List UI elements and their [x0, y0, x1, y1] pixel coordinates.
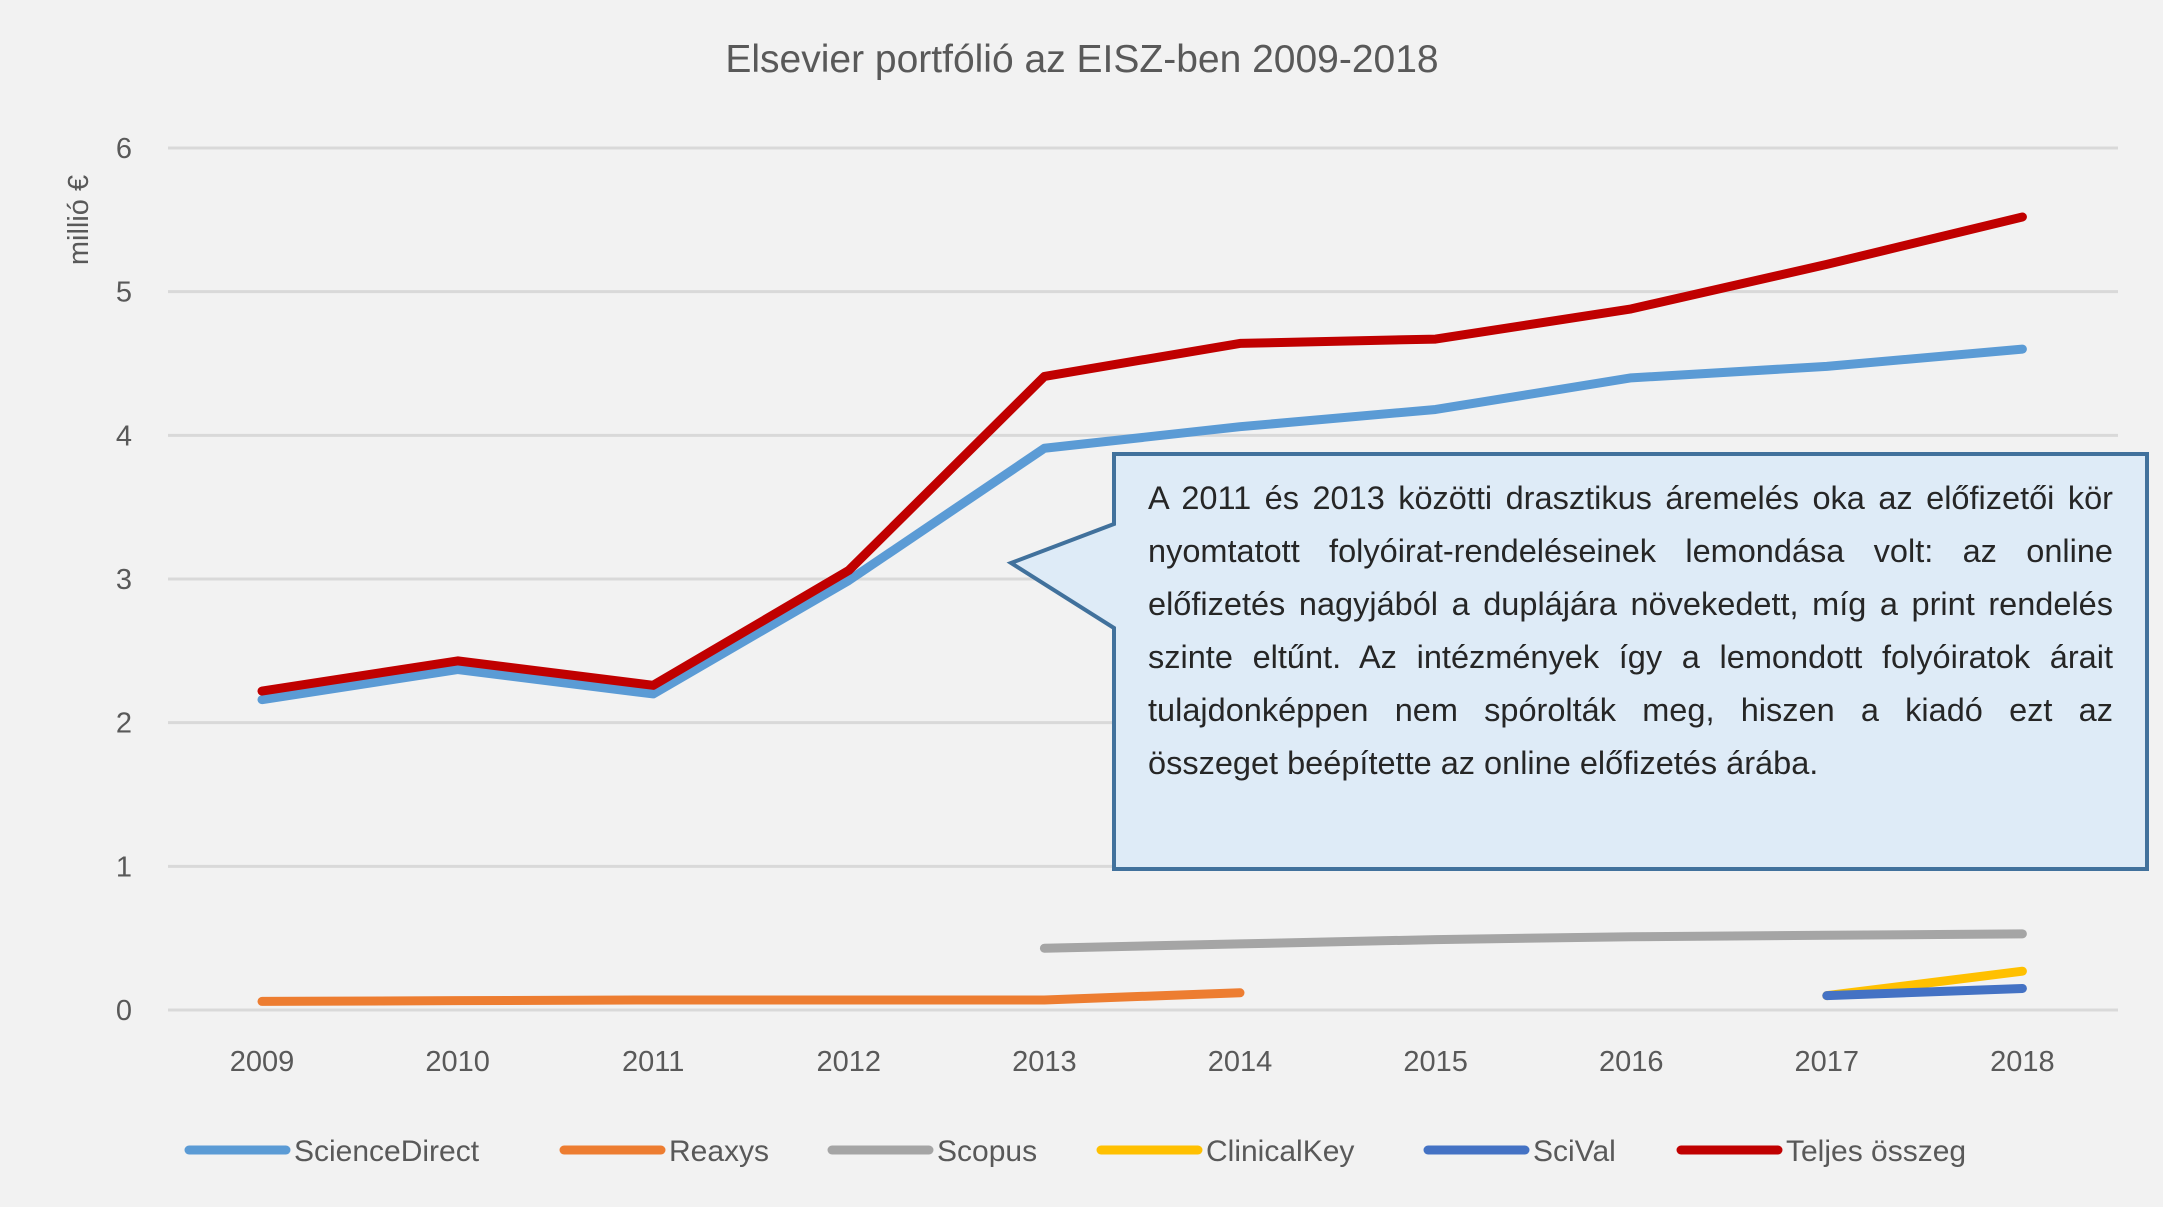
callout-shape — [1006, 452, 2149, 871]
series-line — [257, 344, 2027, 705]
series-scopus — [1039, 929, 2027, 953]
y-tick-label: 1 — [116, 851, 132, 883]
legend-item: SciVal — [1423, 1135, 1616, 1168]
x-tick-label: 2017 — [1795, 1046, 1860, 1078]
series-sciencedirect — [257, 344, 2027, 705]
x-tick-label: 2010 — [425, 1046, 490, 1078]
legend-label: ClinicalKey — [1206, 1135, 1354, 1168]
x-tick-label: 2011 — [622, 1046, 684, 1078]
y-tick-label: 0 — [116, 995, 132, 1027]
legend-label: Reaxys — [669, 1135, 769, 1168]
legend-label: Scopus — [937, 1135, 1037, 1168]
y-tick-label: 6 — [116, 133, 132, 165]
legend-item: ScienceDirect — [184, 1135, 480, 1168]
x-tick-label: 2013 — [1012, 1046, 1077, 1078]
series-line — [1822, 983, 2027, 1001]
legend-label: SciVal — [1533, 1135, 1616, 1168]
legend-item: Reaxys — [559, 1135, 769, 1168]
legend-label: ScienceDirect — [294, 1135, 480, 1168]
series-line — [257, 212, 2027, 696]
y-axis-label: millió € — [63, 175, 95, 265]
x-tick-label: 2009 — [230, 1046, 295, 1078]
x-tick-label: 2012 — [817, 1046, 882, 1078]
legend-item: Teljes összeg — [1676, 1135, 1966, 1168]
y-tick-label: 4 — [116, 420, 132, 452]
x-tick-label: 2015 — [1403, 1046, 1468, 1078]
series-reaxys — [257, 988, 1245, 1006]
x-tick-label: 2014 — [1208, 1046, 1273, 1078]
series-line — [257, 988, 1245, 1006]
y-tick-label: 5 — [116, 277, 132, 309]
y-tick-label: 3 — [116, 564, 132, 596]
series-line — [1039, 929, 2027, 953]
chart-title: Elsevier portfólió az EISZ-ben 2009-2018 — [725, 38, 1438, 81]
legend-item: Scopus — [827, 1135, 1037, 1168]
callout-text: A 2011 és 2013 közötti drasztikus áremel… — [1148, 480, 2113, 781]
legend-label: Teljes összeg — [1786, 1135, 1966, 1168]
x-tick-label: 2016 — [1599, 1046, 1664, 1078]
y-tick-label: 2 — [116, 708, 132, 740]
x-tick-label: 2018 — [1990, 1046, 2055, 1078]
series-teljes-összeg — [257, 212, 2027, 696]
callout-box — [1006, 452, 2149, 871]
series-scival — [1822, 983, 2027, 1001]
legend-item: ClinicalKey — [1096, 1135, 1354, 1168]
